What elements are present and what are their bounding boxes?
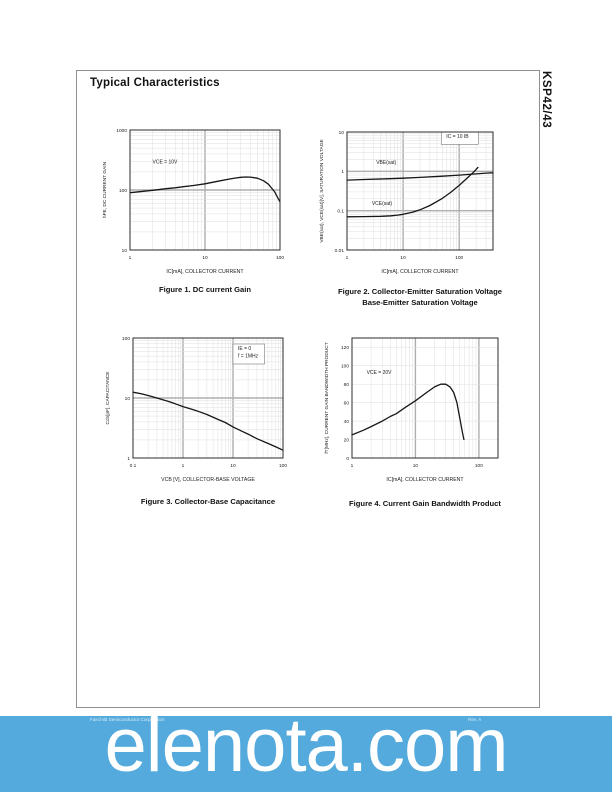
y-axis-label: hFE, DC CURRENT GAIN: [102, 161, 108, 218]
footer-revision-fragment: Rev. A: [468, 717, 482, 722]
y-tick-label: 1: [127, 456, 130, 462]
y-tick-label: 1000: [116, 128, 127, 134]
y-tick-label: 0.01: [335, 248, 345, 254]
x-axis-label: IC[mA], COLLECTOR CURRENT: [381, 269, 459, 275]
y-tick-label: 100: [341, 364, 349, 370]
y-tick-label: 20: [344, 437, 350, 443]
axis-box: [351, 337, 499, 459]
x-tick-label: 10: [413, 463, 419, 469]
x-tick-label: 10: [230, 463, 236, 469]
y-tick-label: 1: [341, 169, 344, 175]
chart-annotation: VBE(sat): [376, 160, 396, 166]
figure-3-caption: Figure 3. Collector-Base Capacitance: [140, 497, 276, 506]
x-axis-label: IC[mA], COLLECTOR CURRENT: [386, 477, 464, 483]
x-tick-label: 1: [351, 463, 354, 469]
y-tick-label: 100: [122, 336, 130, 342]
chart-annotation: VCE = 10V: [153, 160, 179, 166]
x-tick-label: 1: [346, 255, 349, 261]
chart-annotation: f = 1MHz: [238, 354, 259, 360]
x-axis-label: VCB [V], COLLECTOR-BASE VOLTAGE: [161, 477, 255, 483]
x-tick-label: 100: [279, 463, 287, 469]
x-tick-label: 100: [475, 463, 483, 469]
y-tick-label: 120: [341, 345, 349, 351]
y-tick-label: 10: [339, 130, 345, 136]
y-axis-label: VBE(sat), VCE(sat)[V], SATURATION VOLTAG…: [319, 139, 325, 242]
y-axis-label: Ccb[pF], CAPACITANCE: [105, 372, 111, 425]
x-tick-label: 1: [182, 463, 185, 469]
curve-Ccb: [132, 391, 284, 451]
x-tick-label: 1: [129, 255, 132, 261]
y-tick-label: 80: [344, 382, 350, 388]
curve-VBE(sat): [346, 172, 494, 181]
y-axis-label: fT[MHz], CURRENT GAIN BANDWIDTH PRODUCT: [324, 342, 330, 453]
curve-fT: [351, 383, 465, 441]
x-tick-label: 100: [455, 255, 463, 261]
x-tick-label: 100: [276, 255, 284, 261]
page-border-frame: [76, 70, 540, 708]
figure-4-caption: Figure 4. Current Gain Bandwidth Product: [349, 499, 501, 508]
figure-2-caption-line2: Base-Emitter Saturation Voltage: [362, 297, 478, 307]
part-number-side-label: KSP42/43: [540, 71, 552, 129]
y-tick-label: 0.1: [337, 209, 344, 215]
axis-box: [132, 337, 284, 459]
figure-2-caption: Figure 2. Collector-Emitter Saturation V…: [320, 287, 520, 308]
axis-box: [129, 129, 281, 251]
annotation-box: [232, 343, 265, 365]
page-title: Typical Characteristics: [90, 77, 220, 89]
y-tick-label: 10: [122, 248, 128, 254]
figure-1-caption: Figure 1. DC current Gain: [159, 285, 251, 294]
curve-VCE(sat): [346, 166, 479, 218]
y-tick-label: 40: [344, 419, 350, 425]
y-tick-label: 60: [344, 400, 350, 406]
chart-annotation: IC = 10 IB: [446, 134, 469, 140]
chart-annotation: VCE(sat): [372, 201, 393, 207]
figure-4-chart: VCE = 20V 1 10 100 0 20 40 60 80 100 120 IC[mA], CO…: [324, 337, 499, 483]
footer-copyright-fragment: Fairchild Semiconductor Corporation: [90, 717, 165, 722]
x-tick-label: 10: [400, 255, 406, 261]
chart-annotation: VCE = 20V: [367, 370, 393, 376]
x-tick-label: 10: [202, 255, 208, 261]
y-tick-label: 10: [125, 396, 131, 402]
watermark-banner: [0, 716, 612, 792]
figure-2-caption-line1: Figure 2. Collector-Emitter Saturation V…: [338, 287, 502, 296]
x-axis-label: IC[mA], COLLECTOR CURRENT: [166, 269, 244, 275]
chart-annotation: IE = 0: [238, 346, 251, 352]
y-tick-label: 100: [119, 188, 127, 194]
figure-2-chart: IC = 10 IB VBE(sat) VCE(sat) 1 10 100 0.01 0.1 1…: [319, 130, 494, 275]
x-tick-label: 0.1: [130, 463, 137, 469]
watermark-text: elenota.com: [104, 703, 508, 788]
curve-hFE: [129, 176, 281, 203]
axis-box: [346, 131, 494, 251]
y-tick-label: 0: [346, 456, 349, 462]
